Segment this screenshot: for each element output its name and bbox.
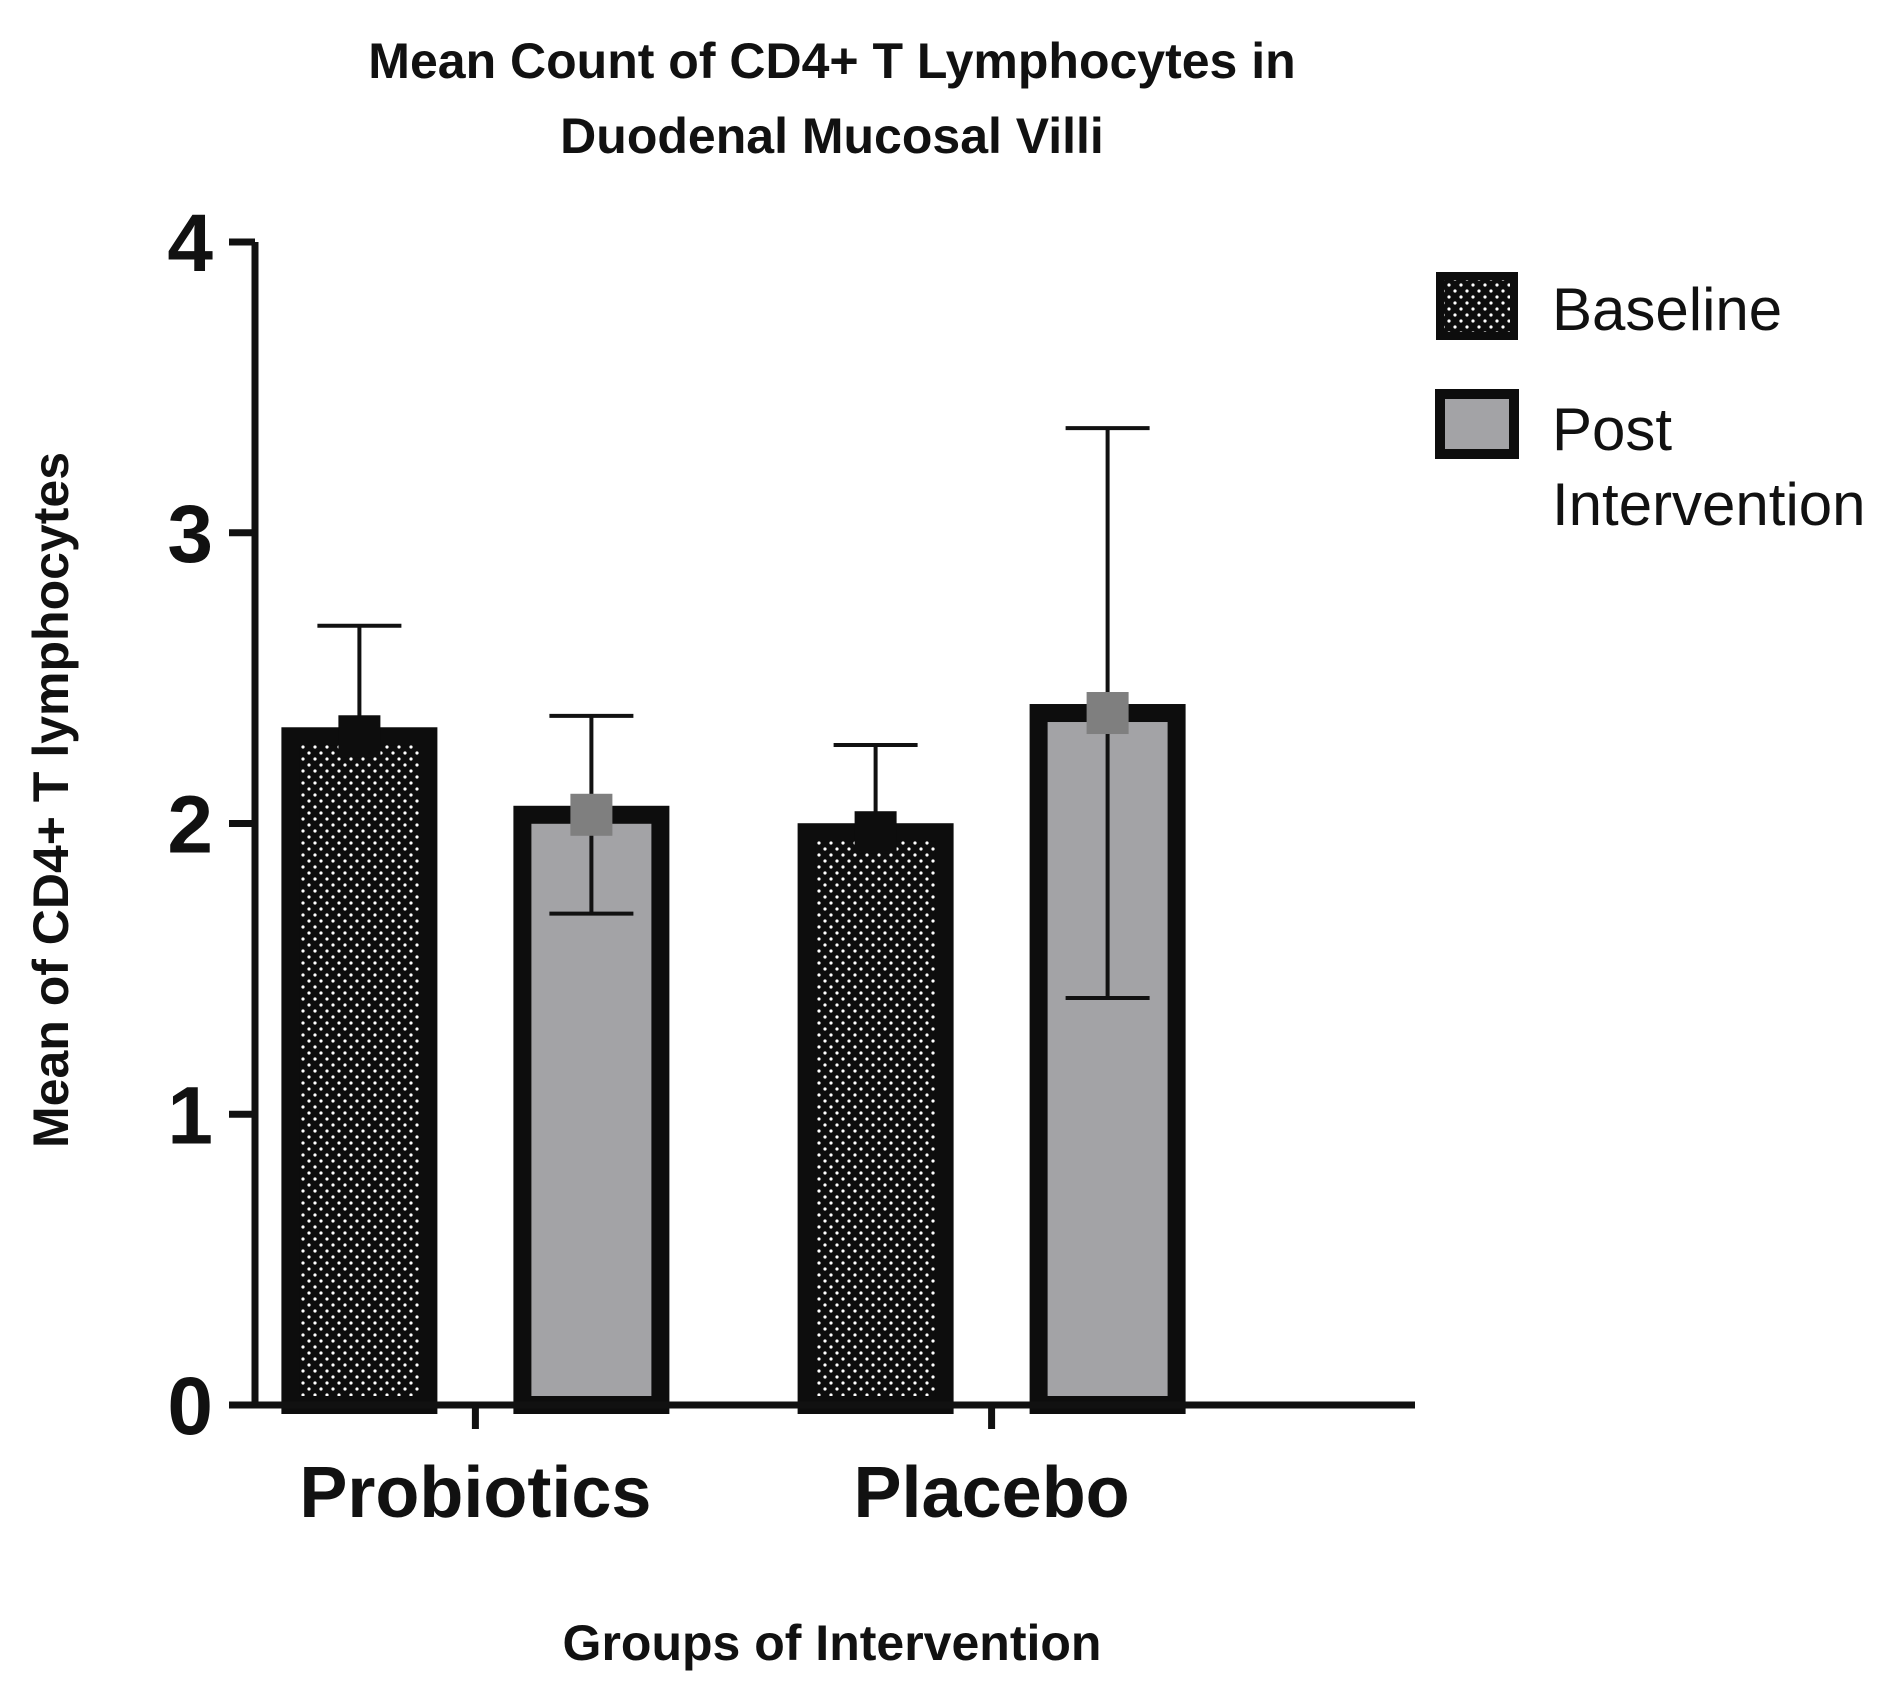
y-tick-label-3: 3	[167, 489, 213, 580]
axes-layer	[229, 238, 1415, 1429]
x-tick-label-placebo: Placebo	[854, 1453, 1130, 1533]
bars-layer	[281, 704, 1186, 1414]
y-axis-label: Mean of CD4+ T lymphocytes	[23, 452, 79, 1148]
chart-title-line-1: Mean Count of CD4+ T Lymphocytes in	[368, 33, 1295, 89]
bar-baseline-probiotics	[281, 727, 438, 1414]
y-tick-label-4: 4	[167, 198, 213, 289]
y-tick-label-0: 0	[167, 1361, 213, 1452]
bar-baseline-placebo	[797, 823, 954, 1414]
y-tick-label-1: 1	[167, 1070, 213, 1161]
chart-title-line-2: Duodenal Mucosal Villi	[560, 108, 1104, 164]
tick-labels-layer: 0 1 2 3 4 Probiotics Placebo	[167, 198, 1129, 1533]
y-tick-label-2: 2	[167, 780, 213, 871]
legend-label-post-line-1: Post	[1552, 396, 1672, 463]
mean-marker-0-0	[338, 715, 381, 758]
x-axis-label: Groups of Intervention	[563, 1615, 1102, 1671]
x-tick-label-probiotics: Probiotics	[299, 1453, 651, 1533]
legend-swatch-baseline	[1436, 272, 1518, 340]
mean-marker-0-1	[854, 811, 897, 854]
legend: Baseline Post Intervention	[1435, 272, 1866, 538]
legend-label-baseline: Baseline	[1552, 276, 1782, 343]
legend-label-post-line-2: Intervention	[1552, 471, 1866, 538]
error-bars-layer	[317, 426, 1150, 1000]
legend-swatch-post-intervention	[1435, 389, 1519, 459]
mean-marker-1-1	[1086, 692, 1129, 735]
mean-marker-1-0	[570, 793, 613, 836]
